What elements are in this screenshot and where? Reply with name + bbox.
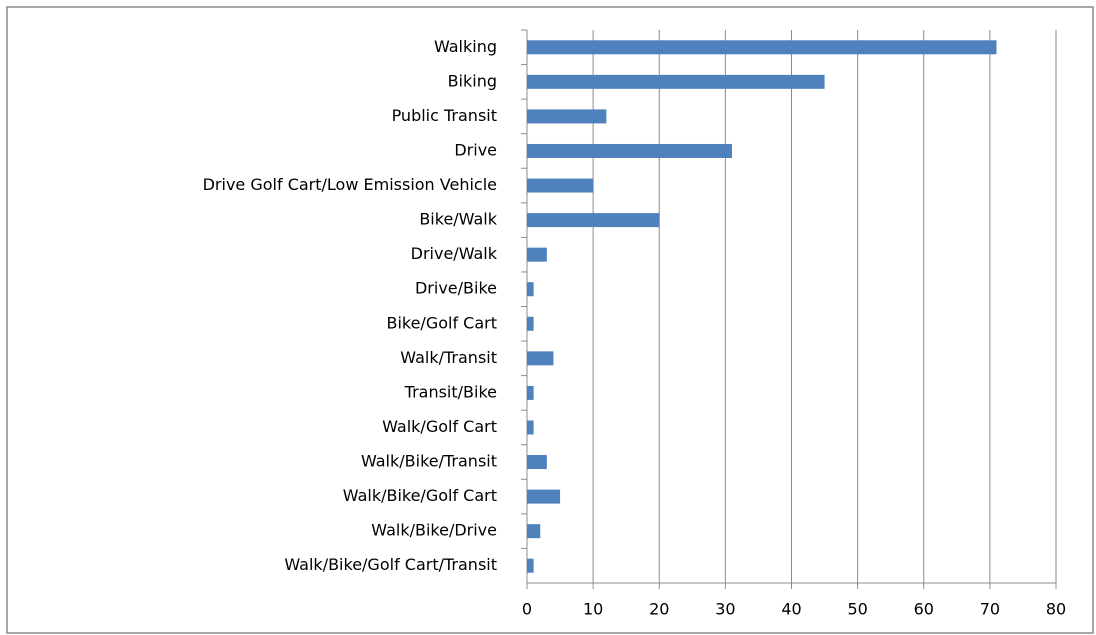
y-tick-label: Walk/Bike/Golf Cart bbox=[343, 486, 497, 505]
bar bbox=[527, 178, 594, 193]
chart-frame bbox=[6, 6, 1094, 634]
y-tick-label: Drive/Walk bbox=[411, 244, 498, 263]
x-tick-label: 20 bbox=[649, 600, 669, 619]
bar bbox=[527, 143, 732, 158]
bar bbox=[527, 247, 547, 262]
y-tick-label: Walk/Bike/Drive bbox=[371, 521, 497, 540]
bar bbox=[527, 40, 997, 55]
y-tick-label: Drive bbox=[454, 140, 497, 159]
bar bbox=[527, 558, 534, 573]
y-tick-label: Public Transit bbox=[392, 106, 497, 125]
x-tick-label: 60 bbox=[914, 600, 934, 619]
bar bbox=[527, 420, 534, 435]
y-tick-label: Walk/Golf Cart bbox=[382, 417, 497, 436]
bar bbox=[527, 351, 554, 366]
y-tick-label: Walk/Bike/Golf Cart/Transit bbox=[284, 555, 497, 574]
bar bbox=[527, 109, 607, 124]
x-tick-label: 0 bbox=[522, 600, 532, 619]
y-tick-label: Transit/Bike bbox=[404, 382, 497, 401]
y-tick-label: Biking bbox=[448, 71, 497, 90]
bar bbox=[527, 213, 660, 228]
x-tick-label: 30 bbox=[715, 600, 735, 619]
y-tick-label: Walk/Transit bbox=[400, 348, 497, 367]
y-tick-label: Bike/Walk bbox=[419, 210, 497, 229]
x-tick-label: 70 bbox=[980, 600, 1000, 619]
bar bbox=[527, 74, 825, 89]
y-tick-label: Drive/Bike bbox=[415, 279, 497, 298]
x-tick-label: 50 bbox=[847, 600, 867, 619]
y-tick-label: Bike/Golf Cart bbox=[386, 313, 497, 332]
bar bbox=[527, 489, 561, 504]
y-tick-label: Walk/Bike/Transit bbox=[361, 452, 497, 471]
bar bbox=[527, 385, 534, 400]
bar bbox=[527, 316, 534, 331]
x-tick-label: 40 bbox=[781, 600, 801, 619]
x-tick-label: 10 bbox=[583, 600, 603, 619]
y-tick-label: Drive Golf Cart/Low Emission Vehicle bbox=[203, 175, 497, 194]
bar bbox=[527, 524, 541, 539]
y-tick-label: Walking bbox=[434, 37, 497, 56]
x-tick-label: 80 bbox=[1046, 600, 1066, 619]
bar bbox=[527, 455, 547, 470]
bar bbox=[527, 282, 534, 297]
